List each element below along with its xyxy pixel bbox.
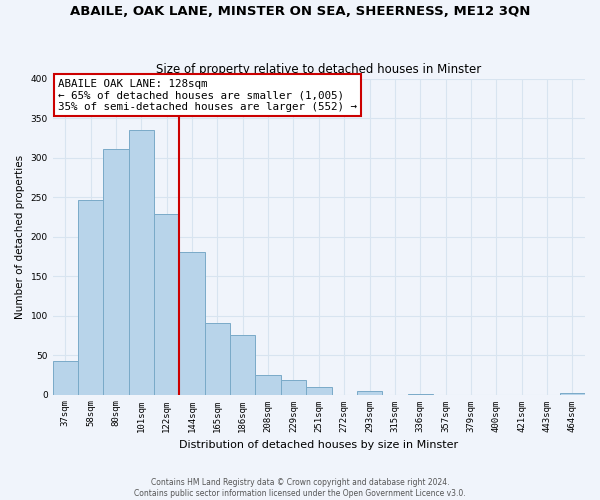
Bar xyxy=(129,130,154,394)
X-axis label: Distribution of detached houses by size in Minster: Distribution of detached houses by size … xyxy=(179,440,458,450)
Bar xyxy=(281,380,306,394)
Bar xyxy=(205,324,230,394)
Bar xyxy=(230,334,256,394)
Bar xyxy=(154,214,179,394)
Bar xyxy=(53,360,78,394)
Text: ABAILE, OAK LANE, MINSTER ON SEA, SHEERNESS, ME12 3QN: ABAILE, OAK LANE, MINSTER ON SEA, SHEERN… xyxy=(70,5,530,18)
Text: ABAILE OAK LANE: 128sqm
← 65% of detached houses are smaller (1,005)
35% of semi: ABAILE OAK LANE: 128sqm ← 65% of detache… xyxy=(58,78,357,112)
Bar xyxy=(306,386,332,394)
Bar xyxy=(103,149,129,394)
Text: Contains HM Land Registry data © Crown copyright and database right 2024.
Contai: Contains HM Land Registry data © Crown c… xyxy=(134,478,466,498)
Bar xyxy=(357,390,382,394)
Y-axis label: Number of detached properties: Number of detached properties xyxy=(15,154,25,318)
Bar xyxy=(560,393,585,394)
Title: Size of property relative to detached houses in Minster: Size of property relative to detached ho… xyxy=(156,63,481,76)
Bar xyxy=(179,252,205,394)
Bar xyxy=(256,375,281,394)
Bar xyxy=(78,200,103,394)
